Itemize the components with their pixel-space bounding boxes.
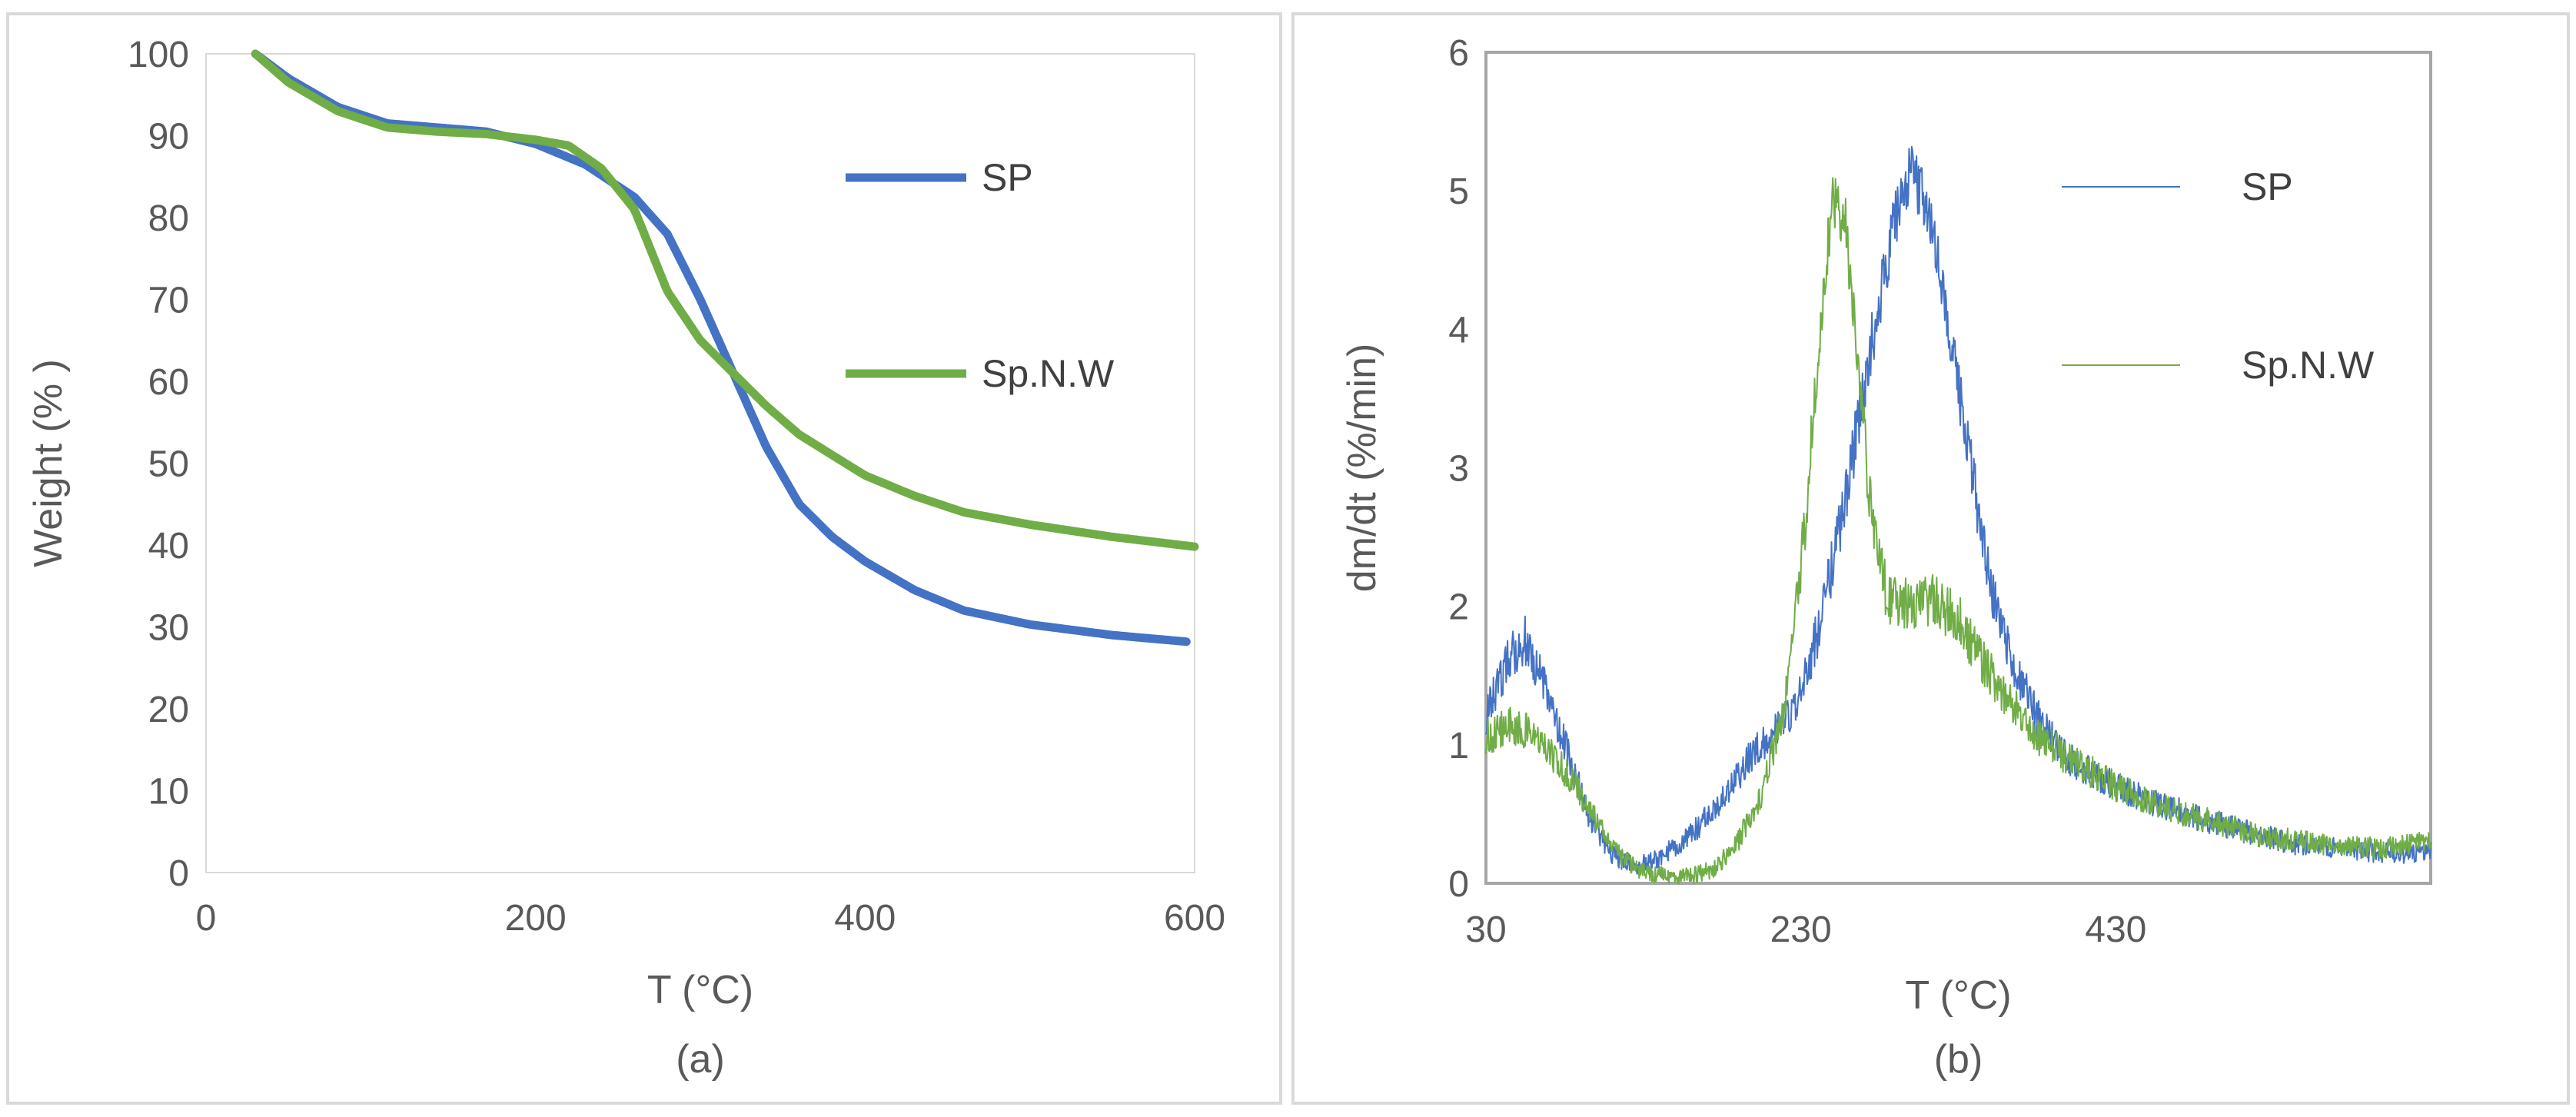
plot-area-frame bbox=[205, 53, 1195, 873]
series-line-sp bbox=[251, 49, 1191, 647]
legend-label: SP bbox=[2242, 165, 2293, 208]
x-tick-label: 600 bbox=[1164, 898, 1225, 939]
y-tick-label: 50 bbox=[148, 444, 189, 485]
x-tick-label: 200 bbox=[505, 898, 567, 939]
y-tick-label: 3 bbox=[1448, 449, 1469, 490]
tga-chart-svg: 0 10 20 30 40 50 60 70 80 90 100 0 200 400 600 T (°C) We… bbox=[26, 35, 1225, 1082]
x-tick-label: 30 bbox=[1465, 909, 1506, 950]
y-tick-label: 0 bbox=[1448, 864, 1469, 905]
x-tick-label: 0 bbox=[196, 898, 217, 939]
legend-label: SP bbox=[982, 156, 1033, 199]
y-tick-label: 80 bbox=[148, 198, 189, 239]
chart-panel-b: 0 1 2 3 4 5 6 30 230 430 T (°C) dm/dt (%/min) (b) SP S… bbox=[1291, 12, 2570, 1105]
chart-panel-a: 0 10 20 30 40 50 60 70 80 90 100 0 200 400 600 T (°C) We… bbox=[6, 12, 1282, 1105]
y-tick-label: 6 bbox=[1448, 33, 1469, 74]
dtg-chart-svg: 0 1 2 3 4 5 6 30 230 430 T (°C) dm/dt (%/min) (b) SP S… bbox=[1340, 33, 2432, 1082]
x-axis-title: T (°C) bbox=[647, 968, 753, 1012]
x-axis-title: T (°C) bbox=[1905, 973, 2011, 1018]
plot-area-frame bbox=[1484, 51, 2432, 885]
panel-label: (a) bbox=[676, 1037, 725, 1082]
panel-label: (b) bbox=[1934, 1037, 1983, 1082]
series-line-spnw bbox=[1485, 177, 2431, 884]
y-tick-label: 20 bbox=[148, 690, 189, 730]
y-tick-label: 0 bbox=[168, 853, 189, 894]
x-tick-label: 230 bbox=[1770, 909, 1832, 950]
x-tick-label: 430 bbox=[2085, 909, 2146, 950]
y-tick-label: 4 bbox=[1448, 310, 1469, 351]
y-tick-label: 70 bbox=[148, 281, 189, 321]
y-tick-label: 10 bbox=[148, 772, 189, 813]
y-axis-title: Weight (% ) bbox=[26, 359, 71, 567]
y-tick-label: 60 bbox=[148, 362, 189, 403]
y-axis-title: dm/dt (%/min) bbox=[1340, 344, 1384, 593]
legend-label: Sp.N.W bbox=[2242, 344, 2375, 387]
series-line-sp bbox=[1485, 145, 2431, 875]
y-tick-label: 40 bbox=[148, 526, 189, 567]
series-line-spnw bbox=[251, 49, 1199, 551]
y-tick-label: 100 bbox=[128, 35, 189, 75]
y-tick-label: 90 bbox=[148, 117, 189, 158]
legend-label: Sp.N.W bbox=[982, 352, 1115, 395]
y-tick-label: 5 bbox=[1448, 171, 1469, 212]
y-tick-label: 1 bbox=[1448, 726, 1469, 766]
y-tick-label: 2 bbox=[1448, 587, 1469, 628]
y-tick-label: 30 bbox=[148, 608, 189, 649]
x-tick-label: 400 bbox=[834, 898, 896, 939]
